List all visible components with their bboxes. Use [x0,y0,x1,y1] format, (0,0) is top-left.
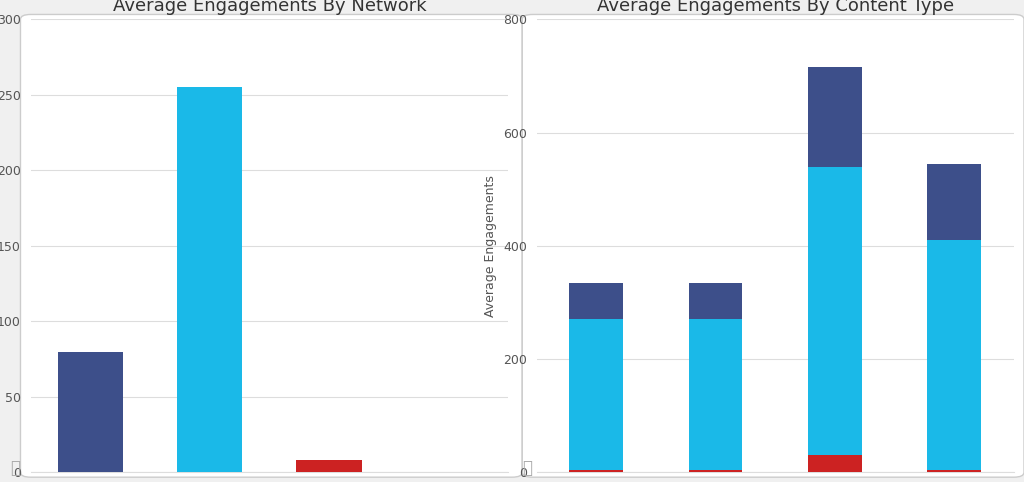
Bar [57,351,123,472]
Bar [928,164,981,240]
Text: ≡: ≡ [996,0,1014,1]
Bar [296,460,361,472]
Y-axis label: Average Engagements: Average Engagements [484,175,498,317]
Bar [928,469,981,472]
Bar [928,240,981,469]
Title: Average Engagements By Content Type: Average Engagements By Content Type [597,0,953,15]
Bar [808,167,861,455]
Bar [689,282,742,320]
Bar [569,320,623,469]
Bar [569,469,623,472]
Title: Average Engagements By Network: Average Engagements By Network [113,0,426,15]
Bar [569,282,623,320]
Bar [808,67,861,167]
Bar [177,87,243,472]
Text: ⓘ: ⓘ [522,459,532,477]
Bar [808,455,861,472]
Text: ⓘ: ⓘ [10,459,20,477]
Text: ≡: ≡ [490,0,508,1]
Bar [689,320,742,469]
Bar [689,469,742,472]
